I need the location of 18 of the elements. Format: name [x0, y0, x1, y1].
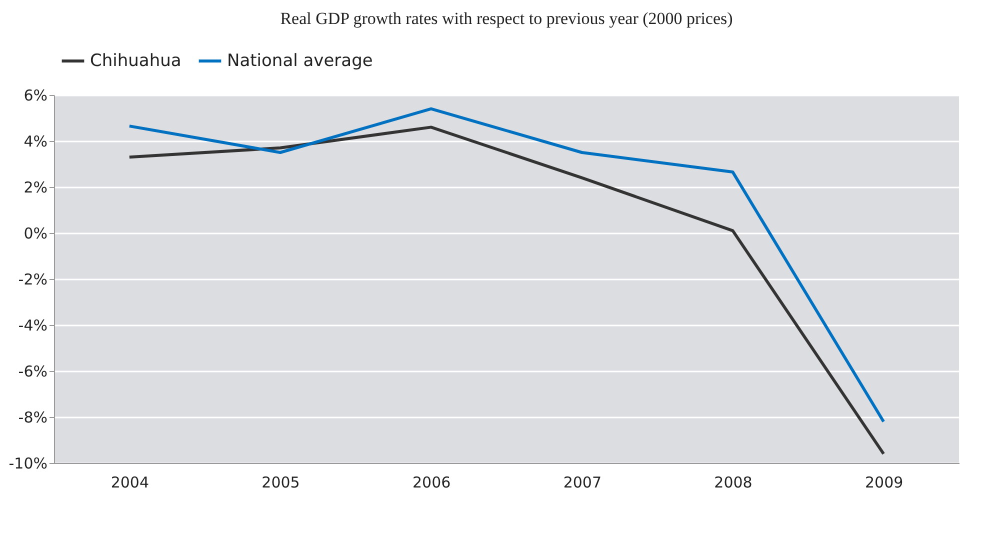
- y-tick-label: -6%: [18, 362, 48, 380]
- y-tick-label: 0%: [24, 224, 48, 242]
- chart-title: Real GDP growth rates with respect to previous year (2000 prices): [280, 9, 733, 28]
- x-tick-label: 2009: [864, 474, 904, 492]
- y-tick-label: -10%: [8, 454, 48, 472]
- x-tick-label: 2005: [262, 474, 300, 492]
- x-tick-label: 2004: [110, 474, 150, 492]
- y-tick-label: 6%: [24, 86, 48, 104]
- y-tick-label: -2%: [18, 270, 48, 288]
- y-tick-label: 4%: [24, 132, 48, 150]
- x-tick-label: 2006: [412, 474, 451, 492]
- y-tick-label: -4%: [18, 316, 48, 334]
- x-tick-label: 2007: [563, 474, 602, 492]
- x-tick-label: 2008: [714, 474, 752, 492]
- y-tick-label: -8%: [18, 408, 48, 426]
- legend-label: National average: [227, 51, 373, 71]
- legend-label: Chihuahua: [90, 51, 182, 71]
- y-tick-label: 2%: [24, 178, 48, 196]
